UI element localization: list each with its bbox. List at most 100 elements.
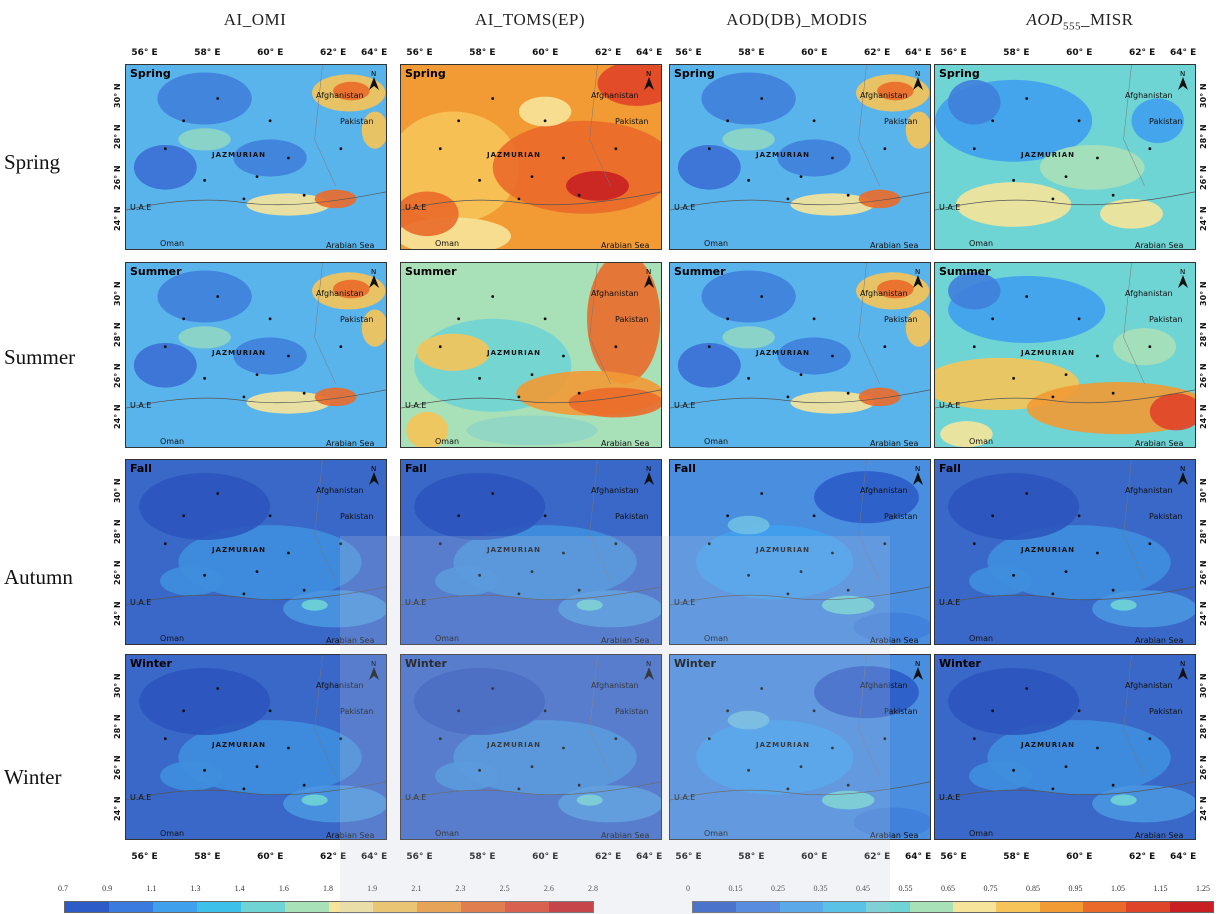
label-uae: U.A.E: [674, 203, 696, 212]
label-pakistan: Pakistan: [1149, 117, 1183, 126]
svg-text:N: N: [646, 268, 651, 276]
label-pakistan: Pakistan: [340, 117, 374, 126]
aerosol-field: [401, 460, 661, 644]
label-afghanistan: Afghanistan: [591, 91, 639, 100]
label-jazmurian: JAZMURIAN: [756, 546, 811, 554]
label-uae: U.A.E: [405, 203, 427, 212]
north-arrow-icon: N: [912, 659, 924, 681]
north-arrow-icon: N: [912, 69, 924, 91]
longitude-tick: 58° E: [194, 852, 221, 862]
label-oman: Oman: [160, 239, 185, 248]
aerosol-field: [670, 460, 930, 644]
colorbar-ai-tick: 0.7: [58, 884, 68, 893]
longitude-tick: 64° E: [636, 48, 663, 58]
longitude-tick: 62° E: [863, 48, 891, 58]
svg-text:N: N: [1180, 70, 1185, 78]
aerosol-field: [670, 263, 930, 447]
latitude-tick: 24° N: [1199, 205, 1208, 231]
season-tag: Winter: [405, 657, 447, 670]
aod-symbol: AOD: [1026, 10, 1063, 29]
aerosol-field: [126, 460, 386, 644]
label-arabian-sea: Arabian Sea: [601, 831, 650, 840]
label-jazmurian: JAZMURIAN: [487, 546, 542, 554]
label-uae: U.A.E: [674, 401, 696, 410]
north-arrow-icon: N: [643, 267, 655, 289]
north-arrow-icon: N: [1177, 464, 1189, 486]
colorbar-aod-swatch: [779, 902, 823, 912]
season-tag: Spring: [405, 67, 446, 80]
label-uae: U.A.E: [674, 598, 696, 607]
label-pakistan: Pakistan: [884, 315, 918, 324]
map-panel-winter-1: Winter Afghanistan Pakistan JAZMURIAN U.A.E O…: [125, 654, 387, 840]
latitude-tick: 30° N: [113, 281, 122, 306]
north-arrow-icon: N: [643, 69, 655, 91]
label-oman: Oman: [435, 634, 460, 643]
aerosol-field: [670, 655, 930, 839]
colorbar-aod-swatch: [822, 902, 867, 912]
map-panel-winter-4: Winter Afghanistan Pakistan JAZMURIAN U.A.E O…: [934, 654, 1196, 840]
label-afghanistan: Afghanistan: [1125, 486, 1173, 495]
label-jazmurian: JAZMURIAN: [212, 546, 267, 554]
label-arabian-sea: Arabian Sea: [870, 831, 919, 840]
colorbar-ai-swatch: [109, 902, 153, 912]
aerosol-field: [401, 655, 661, 839]
map-panel-autumn-1: Fall Afghanistan Pakistan JAZMURIAN U.A.E Oma…: [125, 459, 387, 645]
longitude-tick: 60° E: [1066, 48, 1093, 58]
colorbar-ai-swatch: [417, 902, 461, 912]
row-label-winter: Winter: [4, 765, 62, 789]
label-arabian-sea: Arabian Sea: [1135, 831, 1184, 840]
latitude-tick: 26° N: [1199, 559, 1208, 585]
north-arrow-icon: N: [1177, 69, 1189, 91]
latitude-tick: 24° N: [1199, 795, 1208, 821]
label-uae: U.A.E: [674, 793, 696, 802]
latitude-tick: 28° N: [113, 322, 122, 347]
longitude-tick: 64° E: [361, 48, 388, 58]
latitude-tick: 30° N: [113, 673, 122, 698]
colorbar-aod-swatch: [952, 902, 997, 912]
colorbar-ai-swatch: [549, 902, 593, 912]
label-afghanistan: Afghanistan: [316, 486, 364, 495]
map-panel-spring-4: Spring Afghanistan Pakistan JAZMURIAN U.A.E O…: [934, 64, 1196, 250]
label-jazmurian: JAZMURIAN: [212, 349, 267, 357]
column-title-aod-misr: AOD555_MISR: [950, 10, 1210, 32]
latitude-tick: 28° N: [1199, 714, 1208, 739]
latitude-tick: 24° N: [113, 403, 122, 429]
longitude-tick: 64° E: [905, 48, 932, 58]
latitude-tick: 28° N: [1199, 519, 1208, 544]
label-afghanistan: Afghanistan: [316, 91, 364, 100]
label-uae: U.A.E: [939, 203, 961, 212]
latitude-tick: 28° N: [1199, 124, 1208, 149]
season-tag: Spring: [674, 67, 715, 80]
season-tag: Summer: [405, 265, 457, 278]
label-arabian-sea: Arabian Sea: [1135, 241, 1184, 250]
colorbar-ai-swatch: [329, 902, 373, 912]
label-uae: U.A.E: [130, 401, 152, 410]
label-jazmurian: JAZMURIAN: [1021, 741, 1076, 749]
label-pakistan: Pakistan: [340, 707, 374, 716]
colorbar-aod-tick: 0.55: [898, 884, 913, 893]
latitude-tick: 26° N: [113, 754, 122, 780]
label-arabian-sea: Arabian Sea: [601, 439, 650, 448]
colorbar-aod-tick: 0.15: [728, 884, 743, 893]
latitude-ticks: 30° N 28° N 26° N 24° N: [111, 64, 125, 250]
latitude-tick: 24° N: [113, 205, 122, 231]
north-arrow-icon: N: [368, 464, 380, 486]
colorbar-aod-swatch: [866, 902, 910, 912]
longitude-tick: 56° E: [406, 852, 433, 862]
label-oman: Oman: [435, 829, 460, 838]
label-pakistan: Pakistan: [615, 117, 649, 126]
latitude-tick: 30° N: [113, 478, 122, 503]
colorbar-aod-swatch: [1082, 902, 1127, 912]
latitude-ticks: 30° N 28° N 26° N 24° N: [1197, 459, 1211, 645]
colorbar-ai-swatch: [241, 902, 285, 912]
map-panel-autumn-2: Fall Afghanistan Pakistan JAZMURIAN U.A.E Oma…: [400, 459, 662, 645]
label-afghanistan: Afghanistan: [1125, 289, 1173, 298]
colorbar-ai-tick: 1.6: [278, 884, 289, 893]
aerosol-field: [935, 460, 1195, 644]
longitude-tick: 58° E: [194, 48, 221, 58]
map-panel-spring-3: Spring Afghanistan Pakistan JAZMURIAN U.A.E O…: [669, 64, 931, 250]
svg-text:N: N: [915, 70, 920, 78]
label-pakistan: Pakistan: [884, 512, 918, 521]
colorbar-aod-tick: 0.85: [1026, 884, 1040, 893]
longitude-ticks-bottom: 56° E 58° E 60° E 62° E 64° E: [125, 852, 387, 866]
